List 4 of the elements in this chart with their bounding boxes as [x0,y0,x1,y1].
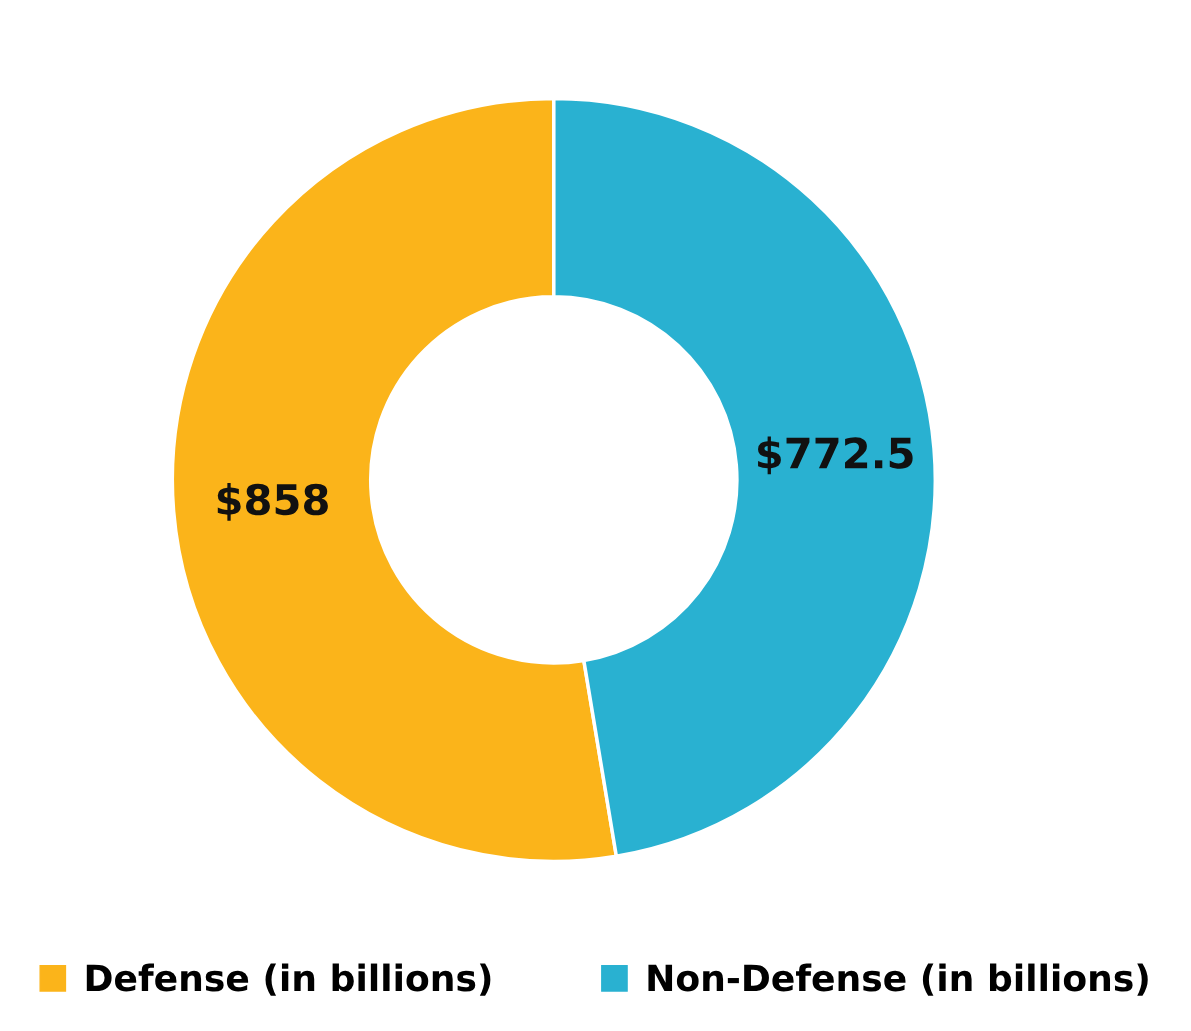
data-label: $858 [217,482,328,521]
legend-label: Non-Defense (in billions) [648,963,1148,996]
data-label: $772.5 [758,436,913,475]
legend-label: Defense (in billions) [86,963,491,996]
